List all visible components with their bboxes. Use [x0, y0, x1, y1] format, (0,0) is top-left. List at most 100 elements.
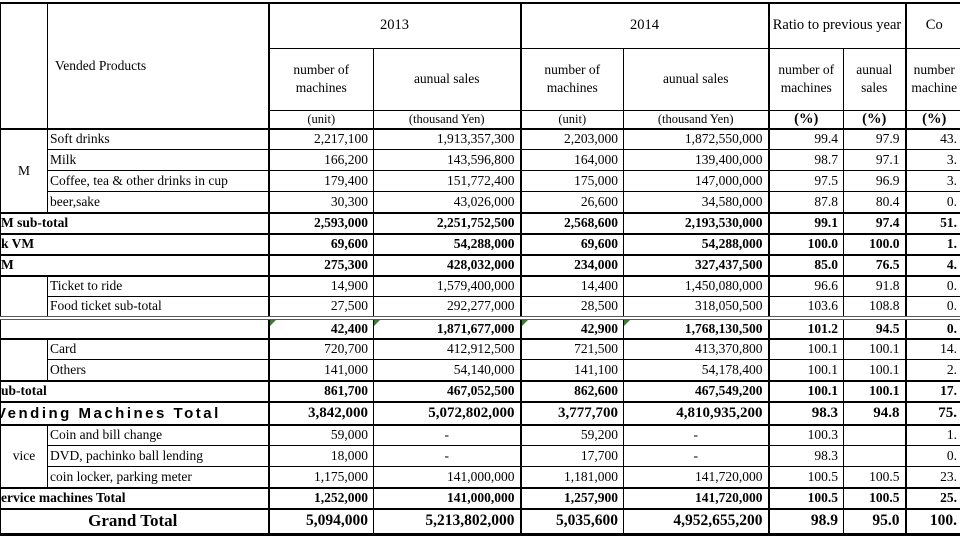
composition-machines-header: number machine	[906, 48, 960, 110]
sales-2014-header: aunual sales	[624, 48, 769, 110]
value-cell: -	[374, 446, 521, 467]
value-cell: 0.	[906, 318, 960, 339]
value-cell: 25.	[906, 488, 960, 509]
value-cell: 87.8	[769, 192, 844, 213]
unit-label: (unit)	[521, 110, 624, 129]
group-label	[1, 339, 48, 381]
value-cell: 42,900	[521, 318, 624, 339]
product-label: coin locker, parking meter	[48, 467, 269, 488]
value-cell: 98.3	[769, 402, 844, 425]
value-cell: 108.8	[844, 297, 906, 318]
value-cell: 85.0	[769, 255, 844, 276]
row-label: Vending Machines Total	[1, 402, 269, 425]
value-cell: 428,032,000	[374, 255, 521, 276]
value-cell: 5,213,802,000	[374, 509, 521, 535]
value-cell: 76.5	[844, 255, 906, 276]
value-cell: 96.9	[844, 171, 906, 192]
value-cell: 1,913,357,300	[374, 129, 521, 150]
value-cell: 141,000,000	[374, 467, 521, 488]
value-cell: 100.5	[844, 488, 906, 509]
value-cell: 141,720,000	[624, 488, 769, 509]
row-label: M	[1, 255, 269, 276]
value-cell: 1,450,080,000	[624, 276, 769, 297]
value-cell: 467,549,200	[624, 381, 769, 402]
value-cell: 99.4	[769, 129, 844, 150]
percent-label: (%)	[844, 110, 906, 129]
ratio-sales-header: aunual sales	[844, 48, 906, 110]
value-cell: 14,400	[521, 276, 624, 297]
sales-2013-header: aunual sales	[374, 48, 521, 110]
value-cell: 100.5	[769, 467, 844, 488]
value-cell: 1,181,000	[521, 467, 624, 488]
value-cell: 54,178,400	[624, 360, 769, 381]
value-cell: 51.	[906, 213, 960, 234]
value-cell: 100.1	[769, 339, 844, 360]
value-cell: 100.	[906, 509, 960, 535]
value-cell: 234,000	[521, 255, 624, 276]
value-cell	[844, 446, 906, 467]
value-cell	[844, 425, 906, 446]
value-cell: 4,810,935,200	[624, 402, 769, 425]
value-cell: 275,300	[269, 255, 374, 276]
value-cell: 23.	[906, 467, 960, 488]
value-cell: 98.7	[769, 150, 844, 171]
year-2013-header: 2013	[269, 3, 521, 48]
row-label: ub-total	[1, 381, 269, 402]
value-cell: 1,252,000	[269, 488, 374, 509]
value-cell: 69,600	[521, 234, 624, 255]
value-cell: 292,277,000	[374, 297, 521, 318]
value-cell: 5,035,600	[521, 509, 624, 535]
value-cell: 3.	[906, 150, 960, 171]
value-cell: 26,600	[521, 192, 624, 213]
thousand-yen-label: (thousand Yen)	[374, 110, 521, 129]
value-cell: 54,288,000	[374, 234, 521, 255]
value-cell: 17.	[906, 381, 960, 402]
value-cell: 28,500	[521, 297, 624, 318]
product-label: Food ticket sub-total	[48, 297, 269, 318]
value-cell: 18,000	[269, 446, 374, 467]
value-cell: 1,872,550,000	[624, 129, 769, 150]
value-cell: 94.5	[844, 318, 906, 339]
value-cell: 2,251,752,500	[374, 213, 521, 234]
machines-2014-header: number of machines	[521, 48, 624, 110]
value-cell: 43.	[906, 129, 960, 150]
value-cell: 0.	[906, 446, 960, 467]
row-label: k VM	[1, 234, 269, 255]
value-cell: 412,912,500	[374, 339, 521, 360]
value-cell: 164,000	[521, 150, 624, 171]
value-cell: 3,842,000	[269, 402, 374, 425]
value-cell: 4.	[906, 255, 960, 276]
value-cell: 720,700	[269, 339, 374, 360]
value-cell: -	[624, 446, 769, 467]
product-label: Coin and bill change	[48, 425, 269, 446]
value-cell: 2,203,000	[521, 129, 624, 150]
value-cell: 141,000	[269, 360, 374, 381]
product-label: Coffee, tea & other drinks in cup	[48, 171, 269, 192]
unit-label: (unit)	[269, 110, 374, 129]
group-label	[1, 276, 48, 318]
value-cell: 34,580,000	[624, 192, 769, 213]
group-label: vice	[1, 425, 48, 488]
value-cell: 97.1	[844, 150, 906, 171]
value-cell: 3.	[906, 171, 960, 192]
value-cell: 103.6	[769, 297, 844, 318]
value-cell: 43,026,000	[374, 192, 521, 213]
value-cell: 59,200	[521, 425, 624, 446]
value-cell: 141,000,000	[374, 488, 521, 509]
value-cell: 0.	[906, 276, 960, 297]
value-cell: 75.	[906, 402, 960, 425]
value-cell: 3,777,700	[521, 402, 624, 425]
value-cell: 141,100	[521, 360, 624, 381]
value-cell: 101.2	[769, 318, 844, 339]
value-cell: 147,000,000	[624, 171, 769, 192]
